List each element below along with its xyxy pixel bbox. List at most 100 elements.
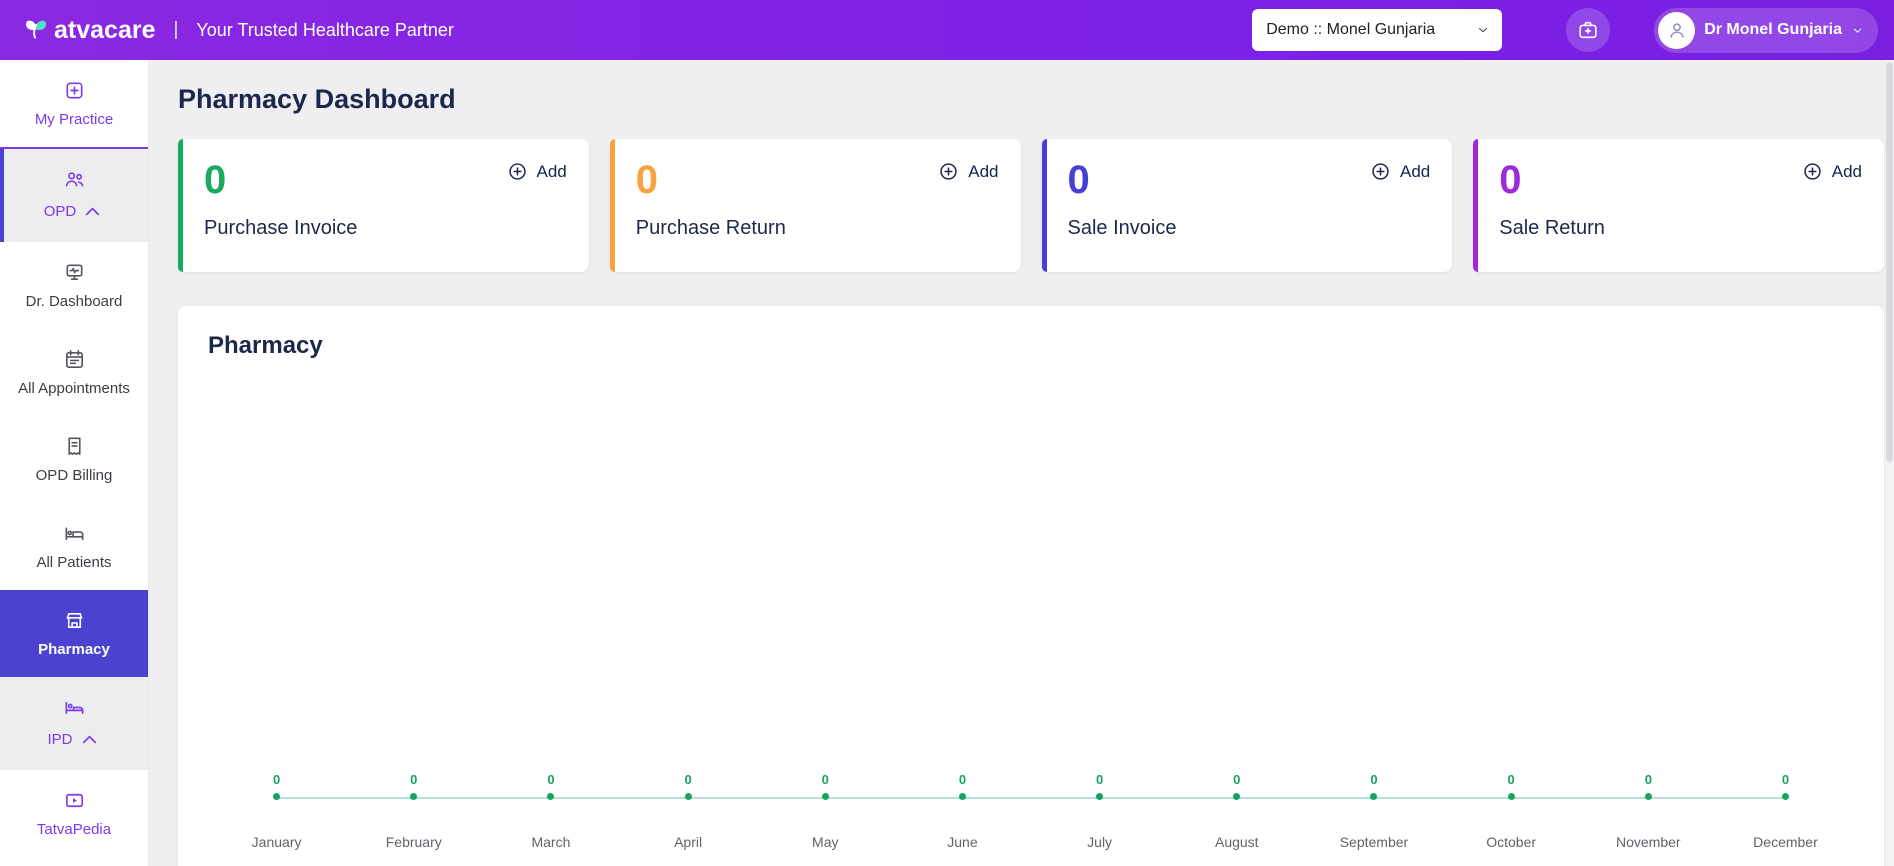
- sidebar-item-label: Dr. Dashboard: [25, 293, 123, 310]
- card-accent-bar: [609, 139, 615, 272]
- sidebar-item-label: TatvaPedia: [36, 821, 112, 838]
- sidebar-item-my-practice[interactable]: My Practice: [0, 60, 148, 149]
- chart-month-label: April: [674, 834, 703, 850]
- stat-card-sale-invoice: 0 Sale Invoice Add: [1041, 139, 1453, 272]
- chevron-down-icon: [1479, 28, 1488, 33]
- add-button-label: Add: [1831, 161, 1862, 181]
- clinic-select-dropdown[interactable]: Demo :: Monel Gunjaria: [1252, 9, 1503, 51]
- chart-month-col: 0 July: [1031, 772, 1168, 850]
- medical-kit-button[interactable]: [1566, 8, 1611, 52]
- medical-kit-icon: [1579, 21, 1597, 39]
- sidebar-item-all-patients[interactable]: All Patients: [0, 503, 148, 590]
- add-button-label: Add: [1400, 161, 1431, 181]
- person-icon: [1669, 23, 1684, 38]
- media-screen-icon: [65, 793, 83, 808]
- add-sale-return-button[interactable]: Add: [1802, 161, 1862, 182]
- scrollbar-thumb[interactable]: [1886, 62, 1893, 462]
- sidebar-item-pharmacy[interactable]: Pharmacy: [0, 590, 148, 677]
- calendar-icon: [65, 350, 83, 368]
- sidebar-item-opd-billing[interactable]: OPD Billing: [0, 416, 148, 503]
- chart-point-value: 0: [1781, 772, 1790, 787]
- chart-point-dot: [821, 793, 829, 800]
- chart-month-label: March: [531, 834, 571, 850]
- chart-point-dot: [410, 793, 418, 800]
- chart-point-value: 0: [1507, 772, 1515, 787]
- vertical-scrollbar[interactable]: [1885, 60, 1894, 866]
- plus-circle-icon: [940, 163, 957, 180]
- sidebar: My Practice OPD Dr. Dashboard All Appoin…: [0, 60, 149, 866]
- chart-point-dot: [1781, 793, 1789, 800]
- receipt-icon: [67, 437, 81, 455]
- top-navbar: atvacare | Your Trusted Healthcare Partn…: [0, 0, 1894, 60]
- chart-point-dot: [1644, 793, 1652, 800]
- tatvacare-logo[interactable]: atvacare: [22, 16, 155, 45]
- main-content: Pharmacy Dashboard 0 Purchase Invoice Ad…: [149, 60, 1894, 866]
- card-value: 0: [204, 158, 227, 202]
- user-name: Dr Monel Gunjaria: [1704, 21, 1842, 38]
- sidebar-item-dr-dashboard[interactable]: Dr. Dashboard: [0, 242, 148, 329]
- people-icon: [65, 172, 83, 187]
- navbar-tagline: Your Trusted Healthcare Partner: [196, 19, 454, 40]
- chart-point-value: 0: [547, 772, 555, 787]
- chart-month-label: October: [1486, 834, 1537, 850]
- chart-month-label: June: [947, 834, 978, 850]
- chart-point-value: 0: [821, 772, 829, 787]
- plus-circle-icon: [1372, 163, 1389, 180]
- stat-cards-row: 0 Purchase Invoice Add 0 Purchase Return…: [178, 139, 1884, 272]
- avatar: [1658, 11, 1696, 49]
- chart-month-label: August: [1214, 834, 1259, 850]
- chart-month-col: 0 April: [620, 772, 757, 850]
- storefront-icon: [65, 612, 83, 629]
- logo-text: atvacare: [54, 15, 156, 44]
- chevron-up-icon: [86, 207, 100, 216]
- butterfly-icon: [25, 20, 47, 39]
- chart-month-label: January: [251, 834, 302, 850]
- add-purchase-invoice-button[interactable]: Add: [507, 161, 567, 182]
- navbar-separator: |: [173, 19, 179, 40]
- plus-circle-icon: [1804, 163, 1821, 180]
- navbar-left: atvacare | Your Trusted Healthcare Partn…: [22, 16, 454, 45]
- chart-line: [277, 797, 1785, 799]
- chart-month-label: December: [1753, 834, 1818, 850]
- card-label: Sale Return: [1499, 217, 1605, 239]
- card-label: Sale Invoice: [1067, 217, 1177, 239]
- sidebar-item-label: All Patients: [36, 554, 112, 571]
- chart-month-label: November: [1616, 834, 1681, 850]
- chart-point-dot: [958, 793, 966, 800]
- chart-month-col: 0 December: [1717, 772, 1854, 850]
- navbar-right: Demo :: Monel Gunjaria Dr Monel Gunjaria: [1252, 7, 1878, 53]
- chart-month-label: February: [385, 834, 442, 850]
- sidebar-item-ipd[interactable]: IPD: [0, 677, 148, 770]
- card-accent-bar: [1041, 139, 1047, 272]
- chart-month-label: July: [1087, 834, 1113, 850]
- sidebar-item-label: Pharmacy: [38, 641, 110, 658]
- patient-bed-icon: [65, 701, 83, 715]
- card-accent-bar: [178, 139, 183, 272]
- sidebar-item-all-appointments[interactable]: All Appointments: [0, 329, 148, 416]
- card-value: 0: [635, 158, 658, 202]
- card-value: 0: [1499, 158, 1522, 202]
- plus-circle-icon: [508, 163, 526, 180]
- card-label: Purchase Return: [635, 217, 786, 239]
- stat-card-purchase-invoice: 0 Purchase Invoice Add: [178, 139, 589, 272]
- card-accent-bar: [1473, 139, 1479, 272]
- sidebar-item-label: All Appointments: [18, 380, 130, 397]
- add-sale-invoice-button[interactable]: Add: [1370, 161, 1430, 182]
- stat-card-purchase-return: 0 Purchase Return Add: [609, 139, 1021, 272]
- bed-icon: [65, 527, 83, 541]
- sidebar-item-tatvapedia[interactable]: TatvaPedia: [0, 770, 148, 857]
- chart-point-dot: [1507, 793, 1515, 800]
- pharmacy-chart-card: Pharmacy 0 January 0 February 0 March 0 April 0 M…: [178, 306, 1884, 866]
- chart-month-col: 0 August: [1168, 772, 1305, 850]
- chart-point-value: 0: [1370, 772, 1378, 787]
- chart-point-dot: [547, 793, 555, 800]
- chart-month-col: 0 September: [1305, 772, 1442, 850]
- add-purchase-return-button[interactable]: Add: [938, 161, 999, 182]
- sidebar-item-label: IPD: [47, 731, 73, 748]
- chart-months-row: 0 January 0 February 0 March 0 April 0 May 0 June 0 J…: [208, 772, 1854, 850]
- sidebar-item-opd[interactable]: OPD: [0, 149, 148, 242]
- user-menu[interactable]: Dr Monel Gunjaria: [1654, 7, 1878, 53]
- square-plus-icon: [65, 82, 83, 99]
- clinic-select-value: Demo :: Monel Gunjaria: [1266, 21, 1436, 38]
- card-value: 0: [1067, 158, 1090, 202]
